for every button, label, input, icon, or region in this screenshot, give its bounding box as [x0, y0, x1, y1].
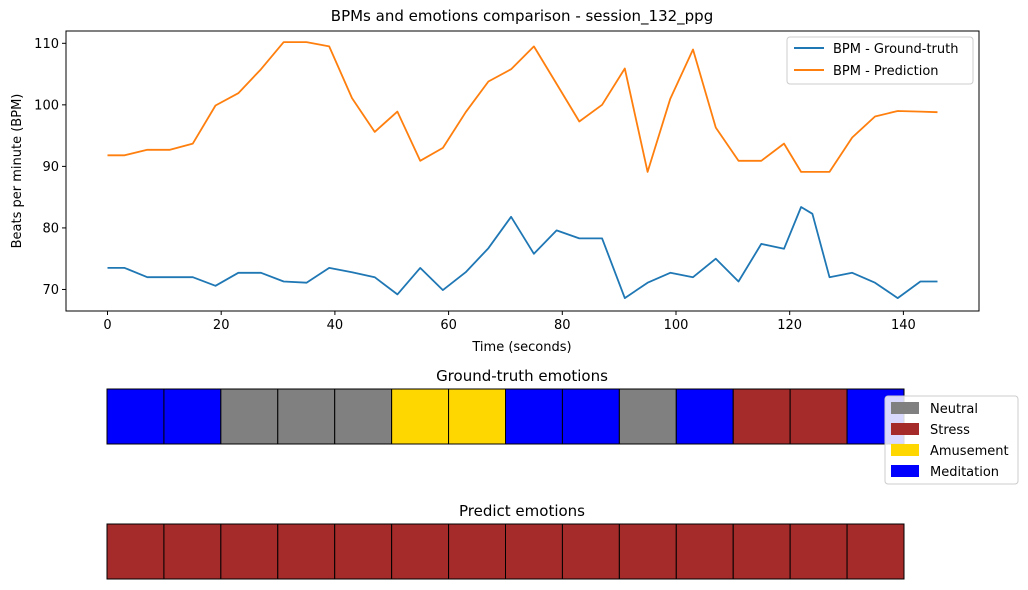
x-tick-label: 40: [327, 318, 344, 333]
legend-swatch-meditation: [891, 465, 919, 477]
emotion-cell-stress: [220, 523, 279, 580]
y-tick-label: 70: [42, 283, 59, 298]
x-tick-label: 60: [440, 318, 457, 333]
x-tick-label: 120: [777, 318, 802, 333]
legend-label-meditation: Meditation: [930, 465, 999, 480]
emotion-cell-meditation: [675, 388, 734, 445]
legend-swatch-amusement: [891, 444, 919, 456]
emotion-legend: Neutral Stress Amusement Meditation: [884, 395, 1019, 485]
x-tick-label: 0: [103, 318, 111, 333]
emotion-cell-stress: [163, 523, 222, 580]
emotion-cell-amusement: [391, 388, 450, 445]
emotion-cell-stress: [846, 523, 905, 580]
y-axis-label: Beats per minute (BPM): [10, 94, 25, 249]
line-chart-frame: [65, 30, 980, 312]
emotion-cell-stress: [789, 523, 848, 580]
legend-label-amusement: Amusement: [930, 444, 1009, 459]
x-tick-label: 80: [554, 318, 571, 333]
line-chart-series: [107, 41, 938, 300]
emotion-cell-stress: [732, 523, 791, 580]
ground-truth-strip-title: Ground-truth emotions: [436, 367, 608, 385]
line-chart-axes: 0 20 40 60 80 100 120 140 70 80 90 100 110: [34, 37, 916, 333]
legend-swatch-neutral: [891, 402, 919, 414]
legend-label-stress: Stress: [930, 423, 970, 438]
x-tick-label: 20: [213, 318, 230, 333]
emotion-cell-neutral: [220, 388, 279, 445]
predict-strip-title: Predict emotions: [459, 502, 585, 520]
ground-truth-strip: [106, 388, 905, 445]
emotion-cell-stress: [106, 523, 165, 580]
legend-label-prediction: BPM - Prediction: [833, 64, 939, 79]
emotion-cell-stress: [732, 388, 791, 445]
predict-strip: [106, 523, 905, 580]
emotion-cell-stress: [334, 523, 393, 580]
y-tick-label: 110: [34, 37, 59, 52]
series-line-prediction: [107, 41, 938, 173]
emotion-cell-stress: [789, 388, 848, 445]
legend-label-ground-truth: BPM - Ground-truth: [833, 42, 958, 57]
line-chart-legend: BPM - Ground-truth BPM - Prediction: [786, 36, 974, 85]
emotion-cell-neutral: [277, 388, 336, 445]
x-tick-label: 100: [664, 318, 689, 333]
emotion-cell-stress: [448, 523, 507, 580]
legend-frame: [786, 36, 974, 85]
y-tick-label: 100: [34, 98, 59, 113]
x-tick-label: 140: [891, 318, 916, 333]
y-tick-label: 80: [42, 221, 59, 236]
emotion-legend-frame: [884, 395, 1019, 485]
x-axis-label: Time (seconds): [471, 340, 571, 355]
legend-swatch-stress: [891, 423, 919, 435]
emotion-cell-stress: [618, 523, 677, 580]
emotion-cell-neutral: [618, 388, 677, 445]
emotion-cell-neutral: [334, 388, 393, 445]
emotion-cell-stress: [675, 523, 734, 580]
emotion-cell-stress: [561, 523, 620, 580]
emotion-cell-stress: [391, 523, 450, 580]
emotion-cell-stress: [277, 523, 336, 580]
emotion-cell-meditation: [163, 388, 222, 445]
emotion-cell-meditation: [106, 388, 165, 445]
series-line-ground-truth: [107, 206, 938, 300]
legend-label-neutral: Neutral: [930, 402, 978, 417]
line-chart-title: BPMs and emotions comparison - session_1…: [331, 7, 713, 26]
y-tick-label: 90: [42, 160, 59, 175]
emotion-cell-meditation: [561, 388, 620, 445]
emotion-cell-meditation: [505, 388, 563, 445]
emotion-cell-stress: [505, 523, 563, 580]
emotion-cell-amusement: [448, 388, 507, 445]
